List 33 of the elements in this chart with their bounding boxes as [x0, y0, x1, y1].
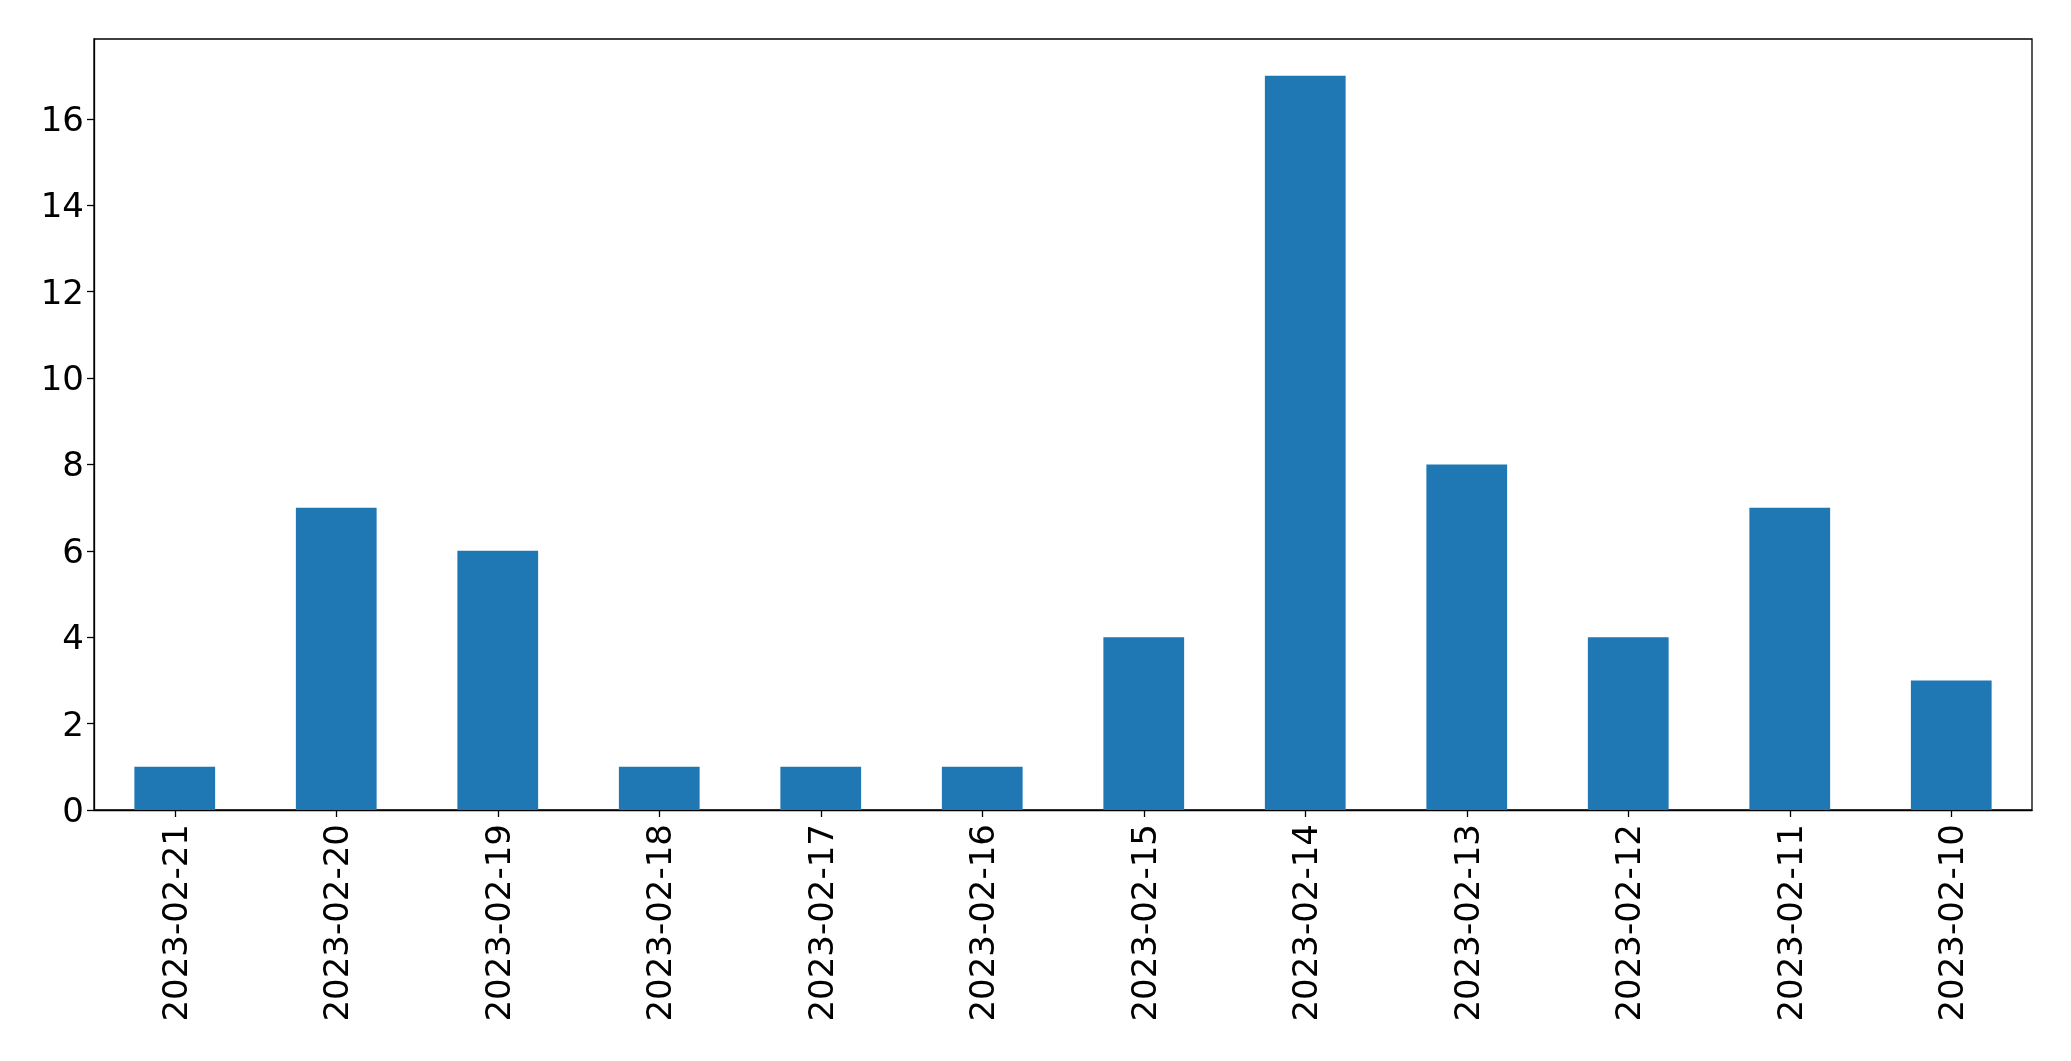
- bar: [1264, 75, 1346, 810]
- x-tick-label: 2023-02-20: [316, 824, 357, 1022]
- x-tick-label: 2023-02-17: [800, 824, 841, 1022]
- x-tick-label: 2023-02-13: [1446, 824, 1487, 1022]
- y-tick-label: 14: [40, 185, 84, 226]
- x-tick-label: 2023-02-14: [1285, 824, 1326, 1022]
- bar: [941, 766, 1023, 810]
- x-tick-label: 2023-02-15: [1123, 824, 1164, 1022]
- bar: [780, 766, 862, 810]
- bar: [295, 507, 377, 810]
- y-tick-label: 10: [40, 358, 84, 399]
- y-tick-label: 8: [62, 444, 84, 485]
- bar: [1587, 637, 1669, 810]
- y-tick-label: 16: [40, 98, 84, 139]
- x-tick-label: 2023-02-16: [962, 824, 1003, 1022]
- x-tick-label: 2023-02-21: [154, 824, 195, 1022]
- bar: [1910, 680, 1992, 810]
- y-tick-label: 2: [62, 703, 84, 744]
- y-tick-label: 6: [62, 530, 84, 571]
- bar: [457, 550, 539, 810]
- x-tick-label: 2023-02-19: [477, 824, 518, 1022]
- y-tick-label: 0: [62, 790, 84, 830]
- x-tick-label: 2023-02-10: [1931, 824, 1972, 1022]
- y-tick-label: 4: [62, 617, 84, 658]
- x-tick-label: 2023-02-11: [1769, 824, 1810, 1022]
- x-tick-label: 2023-02-12: [1608, 824, 1649, 1022]
- y-tick-label: 12: [40, 271, 84, 312]
- x-tick-label: 2023-02-18: [639, 824, 680, 1022]
- bar: [134, 766, 216, 810]
- bar: [1426, 464, 1508, 810]
- bar: [1103, 637, 1185, 810]
- bar: [618, 766, 700, 810]
- bar: [1749, 507, 1831, 810]
